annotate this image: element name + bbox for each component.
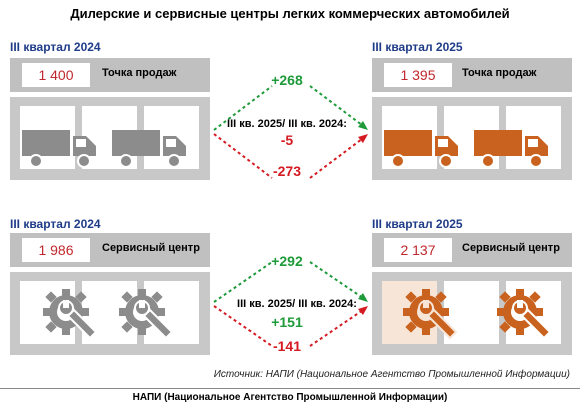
service-right-label: Сервисный центр [462,242,560,254]
truck-icon [474,130,548,168]
gear-wrench-icon [403,289,458,340]
service-left-period: III квартал 2024 [10,217,101,231]
service-delta-down: -141 [272,338,302,354]
footer-divider [0,388,580,389]
sales-arrows [213,85,368,179]
service-right-period: III квартал 2025 [372,217,463,231]
gear-wrench-icon [119,289,174,340]
sales-right-period: III квартал 2025 [372,40,463,54]
source-note: Источник: НАПИ (Национальное Агентство П… [213,369,570,380]
sales-compare-label: III кв. 2025/ III кв. 2024: [227,118,347,130]
service-left-label: Сервисный центр [102,242,200,254]
sales-right-value: 1 395 [384,63,452,87]
gear-wrench-icon [43,289,98,340]
service-compare-value: +151 [271,314,303,330]
sales-right-label: Точка продаж [462,67,537,79]
gear-wrench-icon [497,289,552,340]
sales-compare-value: -5 [280,132,294,148]
truck-icon [112,130,186,168]
truck-icon [384,130,458,168]
truck-icon [22,130,96,168]
service-left-value: 1 986 [22,238,90,262]
service-delta-up: +292 [271,253,303,269]
service-right-value: 2 137 [384,238,452,262]
sales-left-period: III квартал 2024 [10,40,101,54]
page-title: Дилерские и сервисные центры легких комм… [70,6,510,21]
service-arrows [213,261,368,347]
footer-credit: НАПИ (Национальное Агентство Промышленно… [132,392,448,403]
sales-left-label: Точка продаж [102,67,177,79]
sales-delta-up: +268 [271,72,303,88]
sales-left-value: 1 400 [22,63,90,87]
service-compare-label: III кв. 2025/ III кв. 2024: [237,298,357,310]
sales-delta-down: -273 [272,163,302,179]
